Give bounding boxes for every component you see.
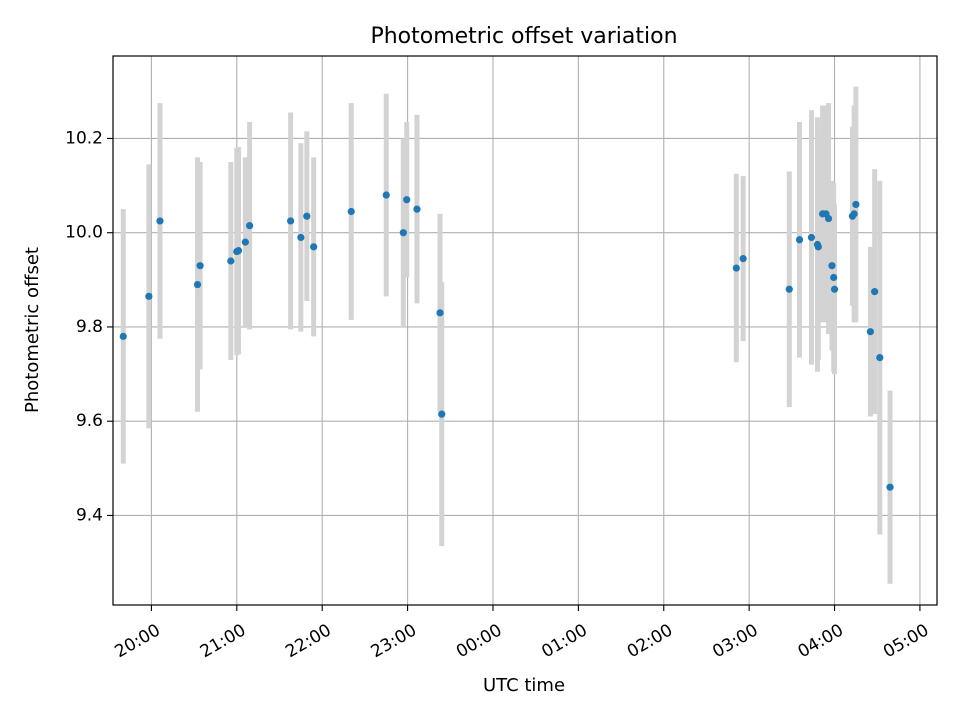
data-point <box>785 285 793 293</box>
data-point <box>876 353 884 362</box>
data-point <box>193 280 202 289</box>
data-point <box>241 238 249 246</box>
y-tick-label: 10.0 <box>65 223 103 243</box>
data-point <box>196 262 204 270</box>
data-point <box>382 191 390 199</box>
data-point <box>227 257 235 265</box>
data-point <box>413 205 421 213</box>
data-point <box>246 222 254 230</box>
data-point <box>871 288 879 296</box>
data-point <box>119 332 127 340</box>
data-point <box>830 273 838 282</box>
data-point <box>310 243 318 251</box>
data-point <box>732 264 740 272</box>
data-point <box>814 243 822 251</box>
data-point <box>156 217 164 225</box>
data-point <box>795 236 804 244</box>
y-tick-label: 10.2 <box>65 128 103 148</box>
data-point <box>850 210 858 218</box>
plot-area-frame <box>112 55 938 606</box>
data-point <box>234 247 243 255</box>
y-axis-ticks: 9.4 9.6 9.8 10.0 10.2 <box>65 128 113 525</box>
data-point <box>399 229 407 237</box>
x-axis-label: UTC time <box>483 675 565 696</box>
y-tick-label: 9.6 <box>76 411 103 431</box>
data-point <box>436 309 444 317</box>
data-point <box>438 410 446 418</box>
y-axis-label: Photometric offset <box>22 247 43 413</box>
data-point <box>303 212 311 220</box>
data-point <box>886 483 894 491</box>
chart-title: Photometric offset variation <box>370 24 677 49</box>
data-point <box>828 262 836 270</box>
data-point <box>403 196 411 204</box>
data-point <box>866 328 874 336</box>
data-point <box>739 255 747 263</box>
data-point <box>297 233 305 242</box>
y-tick-label: 9.8 <box>76 317 103 337</box>
data-point <box>852 200 860 209</box>
data-point <box>807 233 816 242</box>
data-point <box>824 214 833 223</box>
data-point <box>287 217 295 225</box>
data-points <box>119 191 894 491</box>
data-point <box>830 285 839 293</box>
y-tick-label: 9.4 <box>76 505 103 525</box>
grid-lines <box>113 56 937 605</box>
data-point <box>347 207 355 216</box>
data-point <box>145 292 153 300</box>
